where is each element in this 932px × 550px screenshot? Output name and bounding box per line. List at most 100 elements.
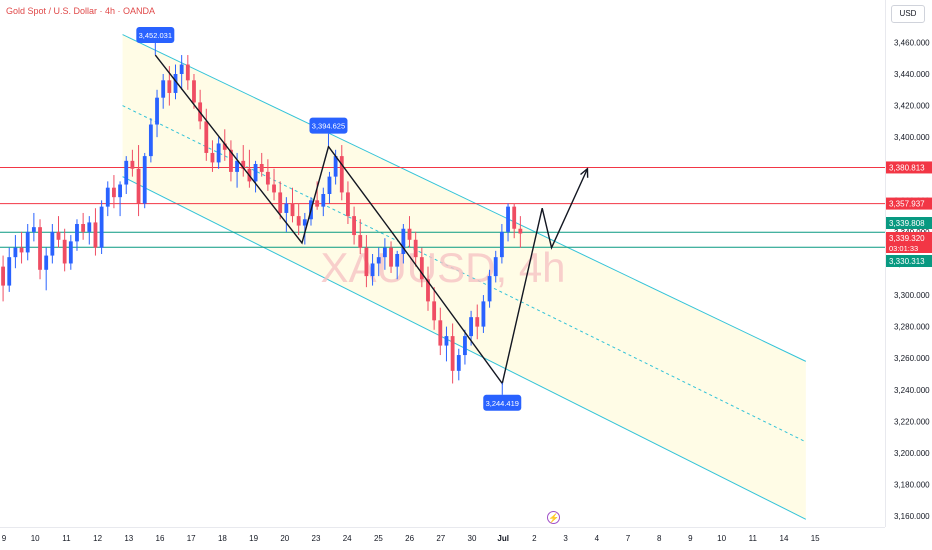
- candle-body: [469, 317, 474, 337]
- candle-body: [370, 263, 375, 277]
- x-tick-label: 11: [749, 534, 758, 543]
- candle: [31, 212, 36, 242]
- event-lightning-icon[interactable]: ⚡: [547, 511, 560, 524]
- x-tick-label: 4: [595, 534, 600, 543]
- candle: [216, 137, 221, 169]
- currency-button[interactable]: USD: [891, 5, 925, 23]
- candle-body: [290, 203, 295, 217]
- candle-body: [56, 231, 61, 240]
- candle-body: [25, 231, 30, 253]
- candle: [105, 181, 110, 217]
- candle: [339, 145, 344, 201]
- candle: [272, 168, 276, 201]
- candle-body: [419, 257, 424, 280]
- y-tick-label: 3,440.000: [894, 70, 930, 79]
- candle: [376, 247, 381, 277]
- candle: [192, 74, 196, 109]
- candle-body: [44, 255, 49, 270]
- candle-body: [31, 227, 36, 232]
- candle-body: [75, 224, 79, 242]
- candle: [321, 187, 326, 217]
- y-tick-label: 3,180.000: [894, 481, 930, 490]
- candle-body: [315, 200, 320, 207]
- candle-body: [259, 164, 264, 172]
- candle: [346, 181, 350, 224]
- candle: [124, 156, 129, 194]
- axis-price-label: 3,380.813: [889, 163, 925, 172]
- x-tick-label: 25: [374, 534, 383, 543]
- y-tick-label: 3,160.000: [894, 512, 930, 521]
- candle-body: [167, 80, 172, 93]
- x-tick-label: 18: [218, 534, 227, 543]
- x-tick-label: 9: [688, 534, 693, 543]
- candle-body: [38, 227, 42, 270]
- candle-body: [346, 192, 350, 217]
- candle: [62, 228, 67, 272]
- candle: [1, 255, 5, 302]
- annotation-box: [309, 117, 348, 134]
- x-tick-label: 26: [405, 534, 414, 543]
- candle-body: [62, 239, 67, 264]
- candle-body: [265, 171, 270, 185]
- candle: [450, 323, 455, 384]
- candle: [413, 231, 418, 267]
- candle-body: [438, 320, 443, 346]
- candle-body: [19, 247, 24, 253]
- y-tick-label: 3,220.000: [894, 417, 930, 426]
- x-tick-label: Jul: [497, 534, 509, 543]
- x-tick-label: 14: [780, 534, 789, 543]
- candle: [7, 247, 12, 292]
- x-tick-label: 27: [436, 534, 445, 543]
- candle-body: [518, 228, 523, 234]
- x-tick-label: 10: [717, 534, 726, 543]
- candle: [241, 145, 246, 177]
- candle-body: [413, 239, 418, 258]
- candle-body: [358, 235, 363, 248]
- candle: [161, 74, 166, 109]
- candle: [364, 235, 369, 288]
- candle-body: [7, 257, 12, 286]
- candle-body: [389, 247, 393, 267]
- candle-body: [155, 97, 159, 125]
- candle-body: [216, 143, 221, 163]
- candle-body: [241, 160, 246, 169]
- candle-body: [382, 247, 387, 258]
- x-tick-label: 17: [187, 534, 196, 543]
- annotation-label: 3,244.419: [486, 399, 519, 408]
- candle-body: [222, 143, 227, 150]
- x-tick-label: 8: [657, 534, 662, 543]
- axis-price-label: 03:01:33: [889, 244, 918, 253]
- candle-body: [364, 247, 369, 277]
- x-tick-label: 20: [280, 534, 289, 543]
- candle-body: [456, 355, 461, 371]
- candle-body: [296, 216, 301, 226]
- price-annotation: 3,244.419: [483, 382, 522, 411]
- candle-body: [179, 64, 184, 74]
- candle: [463, 329, 467, 365]
- candle: [265, 159, 270, 191]
- axis-price-label-box: [886, 232, 932, 244]
- candle: [112, 175, 116, 209]
- candle: [284, 197, 289, 232]
- candle-body: [50, 231, 55, 256]
- axis-price-label-box: [886, 197, 932, 210]
- candle: [475, 304, 480, 340]
- candle: [68, 235, 73, 270]
- candle: [370, 254, 375, 286]
- candle-body: [401, 228, 406, 254]
- channel-upper-line: [122, 34, 807, 362]
- candle: [419, 247, 424, 288]
- candle-body: [81, 224, 86, 232]
- candle-body: [493, 257, 498, 277]
- candle-body: [376, 257, 381, 264]
- candle-body: [321, 194, 326, 207]
- candle-body: [284, 203, 289, 213]
- candle-body: [450, 336, 455, 371]
- candle: [136, 145, 141, 217]
- axis-price-label: 3,339.808: [889, 219, 925, 228]
- candle: [296, 203, 301, 236]
- candle: [444, 326, 449, 362]
- x-tick-label: 16: [156, 534, 165, 543]
- candle: [93, 208, 98, 256]
